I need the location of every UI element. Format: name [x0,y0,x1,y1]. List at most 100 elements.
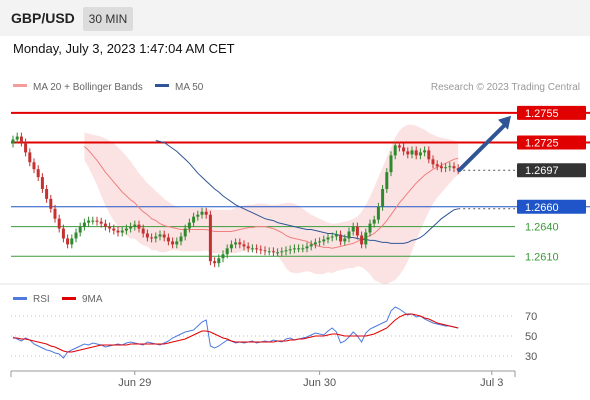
candle-body [49,198,53,209]
bollinger-legend-swatch [13,84,27,87]
candle-body [221,254,225,259]
candle-body [444,167,448,169]
level-label-0: 1.2755 [525,108,559,120]
candle-body [452,166,456,169]
candle-body [129,226,133,229]
candle-body [24,142,28,153]
candle-body [78,226,82,233]
candle-body [343,238,347,242]
candle-body [284,250,288,252]
candle-body [183,228,187,237]
candle-body [133,224,137,227]
rsi-layer: 70 50 30 [11,306,537,363]
candle-body [40,177,44,189]
candle-body [70,238,74,245]
candle-body [141,228,145,234]
candle-body [339,234,343,242]
candle-body [120,230,124,233]
candle-body [82,222,86,227]
candle-body [91,220,95,222]
candle-body [423,150,427,153]
candle-body [410,150,414,155]
candle-body [11,139,15,144]
candle-body [208,214,212,262]
candle-body [322,239,326,242]
candle-body [150,237,154,239]
candle-body [418,152,422,156]
candle-body [448,166,452,168]
ma50-legend-label: MA 50 [175,82,204,93]
rsi-tick-label-2: 30 [525,351,537,363]
candle-body [137,224,141,229]
candle-body [15,136,19,140]
candle-body [112,228,116,231]
candle-body [187,222,191,229]
ma50-legend-swatch [155,84,169,87]
candle-body [74,232,78,239]
candle-body [271,251,275,253]
symbol-title: GBP/USD [11,10,75,26]
forecast-arrow-shaft [457,120,509,173]
candle-body [57,218,61,229]
x-tick-label-1: Jun 30 [303,377,336,389]
candle-body [313,242,317,245]
candle-body [103,223,107,227]
candle-body [53,208,57,219]
candle-body [229,244,233,249]
candle-body [435,164,439,167]
candle-body [406,151,410,155]
candle-body [280,251,284,253]
candle-body [347,231,351,239]
candle-body [389,155,393,173]
candle-body [238,242,242,245]
candle-body [45,188,49,199]
candle-body [217,258,221,264]
top-bar: GBP/USD 30 MIN [0,0,590,36]
candle-body [225,248,229,255]
candle-body [372,219,376,224]
candle-body [246,246,250,249]
candle-body [326,237,330,240]
candle-body [385,172,389,189]
candle-body [376,206,380,220]
candle-body [397,145,401,148]
candle-body [267,251,271,253]
candle-body [427,150,431,160]
candle-body [196,214,200,217]
candle-body [108,226,112,229]
candle-body [263,250,267,252]
candle-body [255,248,259,250]
candle-body [297,248,301,250]
candle-body [61,228,65,239]
forecast-arrow-head [498,115,511,130]
candle-body [301,248,305,250]
candle-body [414,150,418,156]
candle-body [124,228,128,231]
candle-body [431,159,435,165]
timeframe-button[interactable]: 30 MIN [83,7,133,31]
level-label-5: 1.2610 [525,251,559,263]
candle-body [234,242,238,245]
candle-body [166,237,170,242]
level-badge-3 [517,199,586,214]
candle-body [171,241,175,245]
candle-body [259,249,263,251]
candle-body [19,136,23,143]
rsi-tick-label-1: 50 [525,331,537,343]
candle-body [242,244,246,247]
candle-body [204,211,208,215]
level-badge-layer: 1.2755 1.2725 1.2697 1.2660 1.2640 1.2610 [517,105,586,263]
rsi-ma-line [13,313,459,353]
level-badge-0 [517,105,586,120]
x-axis-layer: Jun 29 Jun 30 Jul 3 [10,371,516,389]
candle-body [158,234,162,237]
candle-body [355,226,359,236]
candle-body [179,236,183,242]
candle-body [351,226,355,232]
x-tick-label-2: Jul 3 [480,377,503,389]
bollinger-legend-label: MA 20 + Bollinger Bands [33,82,143,93]
candle-body [95,220,99,222]
ma20-line [84,146,459,249]
candle-body [145,233,149,238]
candle-body [36,169,40,178]
